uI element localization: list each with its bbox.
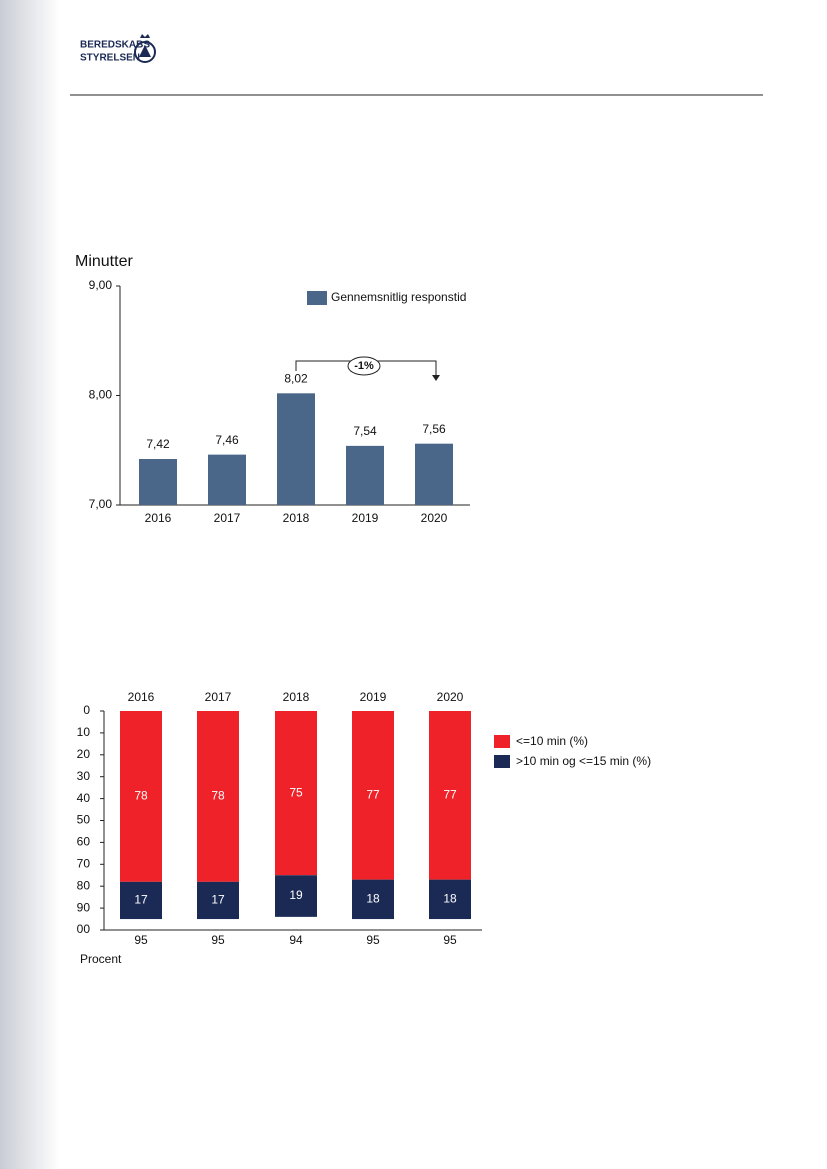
y-tick-label: 60 (77, 835, 91, 849)
bar-segment (275, 875, 317, 917)
segment-label: 78 (134, 789, 148, 803)
logo-text: STYRELSEN (80, 53, 140, 64)
bar-segment (197, 881, 239, 920)
value-label: 7,54 (353, 424, 377, 438)
logo-crown (140, 34, 150, 38)
segment-label: 18 (443, 892, 457, 906)
bar-segment (352, 879, 394, 920)
segment-label: 17 (211, 893, 225, 907)
y-tick-label: 10 (77, 725, 91, 739)
y-tick-label: 70 (77, 856, 91, 870)
segment-label: 75 (289, 785, 303, 799)
total-label: 95 (211, 933, 225, 947)
bar-segment (120, 881, 162, 920)
y-tick-label: 7,00 (89, 497, 113, 511)
segment-label: 17 (134, 893, 148, 907)
bar-segment (120, 711, 162, 882)
bar (139, 459, 177, 505)
x-tick-label: 2020 (421, 511, 448, 525)
legend-label: Gennemsnitlig responstid (331, 290, 466, 304)
logo-text: BEREDSKABS (80, 40, 150, 51)
y-tick-label: 0 (83, 703, 90, 717)
segment-label: 18 (366, 892, 380, 906)
x-tick-label: 2018 (283, 690, 310, 704)
y-tick-label: 80 (77, 878, 91, 892)
y-tick-label: 8,00 (89, 388, 113, 402)
y-axis-label: Minutter (75, 253, 133, 270)
bar-segment (275, 711, 317, 876)
legend-label: >10 min og <=15 min (%) (516, 754, 651, 768)
x-tick-label: 2017 (205, 690, 232, 704)
legend-swatch (307, 291, 327, 305)
logo: BEREDSKABS STYRELSEN (80, 34, 156, 64)
legend-swatch (494, 735, 510, 748)
annotation: -1% (354, 360, 374, 372)
y-tick-label: 20 (77, 747, 91, 761)
value-label: 8,02 (284, 371, 308, 385)
legend-label: <=10 min (%) (516, 734, 588, 748)
x-tick-label: 2019 (352, 511, 379, 525)
total-label: 95 (366, 933, 380, 947)
logo-emblem (139, 45, 151, 57)
x-tick-label: 2016 (145, 511, 172, 525)
value-label: 7,42 (146, 437, 170, 451)
x-tick-label: 2018 (283, 511, 310, 525)
segment-label: 78 (211, 789, 225, 803)
total-label: 95 (443, 933, 457, 947)
segment-label: 77 (366, 787, 380, 801)
x-tick-label: 2017 (214, 511, 241, 525)
bar (208, 454, 246, 505)
page-edge (0, 0, 60, 1169)
bar-segment (352, 711, 394, 880)
bar (415, 443, 453, 505)
y-tick-label: 50 (77, 813, 91, 827)
total-label: 94 (289, 933, 303, 947)
logo-emblem (134, 41, 156, 63)
bar-segment (197, 711, 239, 882)
y-tick-label: 30 (77, 769, 91, 783)
x-tick-label: 2016 (128, 690, 155, 704)
total-label: 95 (134, 933, 148, 947)
y-tick-label: 90 (77, 900, 91, 914)
bar-segment (429, 711, 471, 880)
value-label: 7,56 (422, 422, 446, 436)
value-label: 7,46 (215, 433, 239, 447)
x-tick-label: 2020 (437, 690, 464, 704)
bar (277, 393, 315, 505)
y-tick-label: 40 (77, 791, 91, 805)
annotation-arrowhead (432, 375, 440, 381)
y-tick-label: 00 (77, 922, 91, 936)
y-tick-label: 9,00 (89, 278, 113, 292)
annotation-badge (347, 356, 381, 376)
segment-label: 19 (289, 888, 303, 902)
x-axis-label: Procent (80, 952, 122, 966)
segment-label: 77 (443, 787, 457, 801)
bar-segment (429, 879, 471, 920)
bar (346, 445, 384, 505)
legend-swatch (494, 755, 510, 768)
x-tick-label: 2019 (360, 690, 387, 704)
